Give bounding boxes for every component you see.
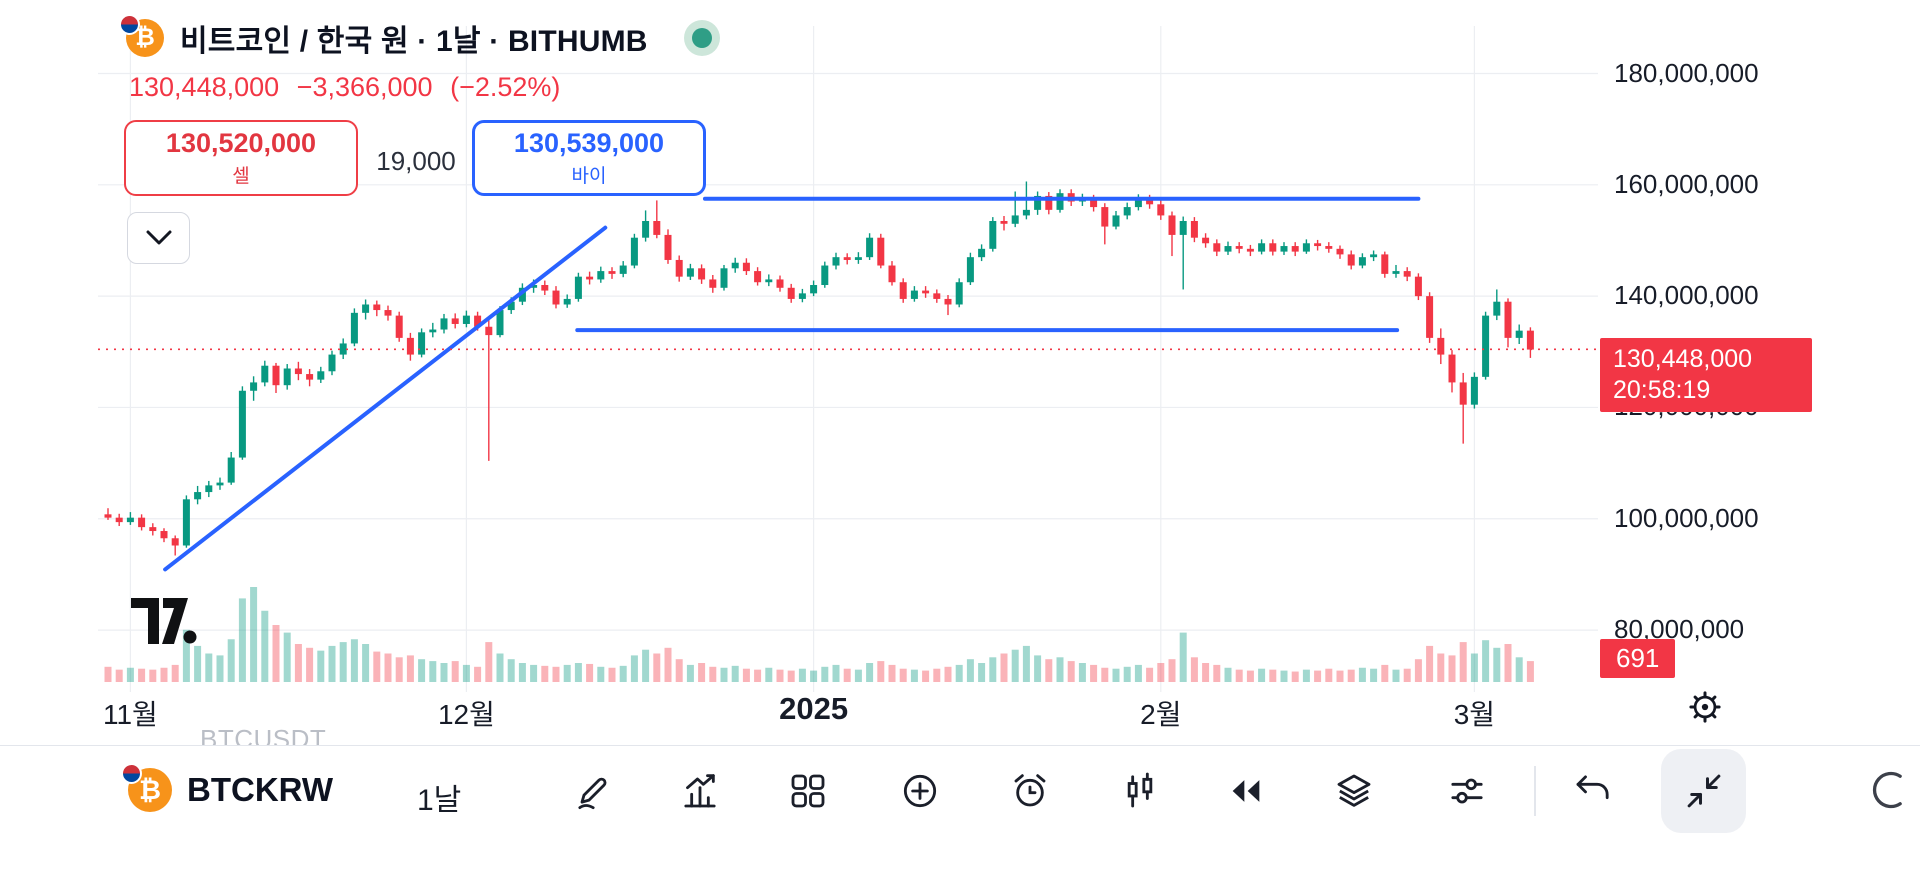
spread-value: 19,000 [376, 146, 456, 176]
change-text: −3,366,000 [296, 72, 433, 102]
time-axis-label: 11월 [102, 699, 158, 730]
sell-price: 130,520,000 [165, 128, 317, 158]
indicators-icon [684, 774, 716, 808]
add-button[interactable] [890, 759, 950, 823]
partial-clipped-icon [1869, 768, 1913, 817]
bar-type-button[interactable] [1110, 759, 1170, 823]
symbol-name: BTCKRW [187, 771, 334, 808]
korea-flag-icon [121, 763, 142, 784]
volume-bars [104, 587, 1534, 682]
bar-close-countdown: 20:58:19 [1613, 376, 1711, 404]
collapse-chart-button[interactable] [1661, 749, 1746, 833]
volume-badge: 691 [1600, 639, 1676, 678]
bottom-toolbar: ₿ BTCKRW 1날 [0, 745, 1920, 887]
sliders-icon [1451, 778, 1483, 804]
last-price-badge: 130,448,000 20:58:19 [1600, 338, 1812, 412]
tradingview-logo [131, 598, 197, 649]
bitcoin-icon: ₿ [121, 763, 172, 812]
time-axis-label: 2월 [1140, 699, 1182, 730]
layers-icon [1337, 774, 1371, 807]
draw-button[interactable] [564, 759, 624, 823]
chevron-down-icon [146, 230, 171, 245]
settings-button[interactable] [1437, 759, 1497, 823]
alert-button[interactable] [1000, 759, 1060, 823]
symbol-header: ₿ 비트코인 / 한국 원 · 1날 · BITHUMB [119, 14, 720, 60]
toolbar-divider [1534, 766, 1536, 816]
symbol-title[interactable]: 비트코인 / 한국 원 · 1날 · BITHUMB [180, 25, 648, 58]
replay-button[interactable] [1216, 759, 1276, 823]
symbol-button[interactable]: ₿ BTCKRW [121, 763, 334, 812]
time-axis-label: 12월 [437, 699, 495, 730]
bitcoin-icon: ₿ [119, 14, 164, 57]
time-axis-label: 3월 [1453, 699, 1496, 730]
time-axis-label: 2025 [779, 691, 849, 726]
market-open-status-icon [683, 20, 720, 56]
sell-button[interactable]: 130,520,000 셀 [124, 120, 358, 196]
badge-price: 130,448,000 [1613, 345, 1753, 373]
layouts-grid-icon [791, 774, 825, 808]
change-percent-text: (−2.52%) [450, 72, 561, 102]
scale-settings-button[interactable] [1687, 689, 1723, 730]
plus-circle-icon [903, 774, 937, 808]
time-scale[interactable]: 11월 12월 2025 2월 3월 [0, 691, 1920, 733]
layouts-button[interactable] [778, 759, 838, 823]
alarm-clock-icon [1014, 774, 1046, 807]
draw-icon [578, 777, 607, 810]
last-price-text: 130,448,000 [129, 72, 280, 102]
layers-button[interactable] [1324, 759, 1384, 823]
gear-icon [1689, 691, 1721, 723]
undo-button[interactable] [1563, 759, 1623, 823]
buy-button[interactable]: 130,539,000 바이 [472, 120, 706, 196]
buy-label: 바이 [571, 166, 607, 187]
price-change-line: 130,448,000 −3,366,000 (−2.52%) [129, 72, 570, 103]
collapse-order-panel-button[interactable] [127, 212, 190, 264]
interval-button[interactable]: 1날 [417, 784, 462, 817]
collapse-icon [1687, 774, 1720, 808]
candles-icon [1127, 772, 1153, 808]
korea-flag-icon [119, 14, 140, 35]
indicators-button[interactable] [670, 759, 730, 823]
rewind-icon [1232, 780, 1260, 802]
candlesticks [104, 181, 1534, 556]
trendline-drawings[interactable] [163, 196, 1421, 572]
buy-price: 130,539,000 [513, 128, 665, 158]
undo-arrow-icon [1576, 775, 1609, 800]
sell-label: 셀 [232, 166, 250, 187]
